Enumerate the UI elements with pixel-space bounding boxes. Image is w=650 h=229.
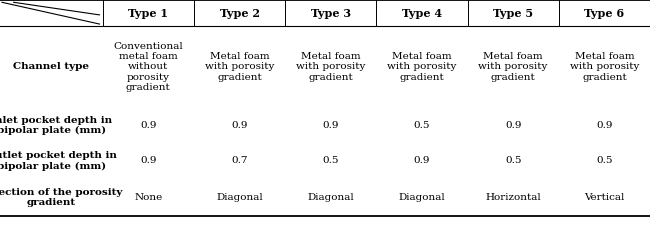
Text: 0.9: 0.9 <box>140 121 157 130</box>
Text: 0.9: 0.9 <box>596 121 613 130</box>
Text: Type 6: Type 6 <box>584 8 625 19</box>
Text: Type 2: Type 2 <box>220 8 259 19</box>
Text: 0.9: 0.9 <box>413 156 430 165</box>
Text: Type 3: Type 3 <box>311 8 351 19</box>
Text: Type 4: Type 4 <box>402 8 442 19</box>
Text: 0.5: 0.5 <box>596 156 613 165</box>
Text: 0.5: 0.5 <box>413 121 430 130</box>
Text: Metal foam
with porosity
gradient: Metal foam with porosity gradient <box>296 52 365 82</box>
Text: Conventional
metal foam
without
porosity
gradient: Conventional metal foam without porosity… <box>114 42 183 92</box>
Text: Metal foam
with porosity
gradient: Metal foam with porosity gradient <box>205 52 274 82</box>
Text: Type 5: Type 5 <box>493 8 533 19</box>
Text: Vertical: Vertical <box>584 193 625 202</box>
Text: Channel type: Channel type <box>14 63 89 71</box>
Text: Diagonal: Diagonal <box>307 193 354 202</box>
Text: Metal foam
with porosity
gradient: Metal foam with porosity gradient <box>478 52 548 82</box>
Text: 0.9: 0.9 <box>140 156 157 165</box>
Text: None: None <box>134 193 162 202</box>
Text: Direction of the porosity
gradient: Direction of the porosity gradient <box>0 188 123 207</box>
Text: 0.5: 0.5 <box>505 156 521 165</box>
Text: Outlet pocket depth in
bipolar plate (mm): Outlet pocket depth in bipolar plate (mm… <box>0 151 117 171</box>
Text: 0.5: 0.5 <box>322 156 339 165</box>
Text: Diagonal: Diagonal <box>216 193 263 202</box>
Text: 0.9: 0.9 <box>505 121 521 130</box>
Text: Horizontal: Horizontal <box>486 193 541 202</box>
Text: 0.9: 0.9 <box>322 121 339 130</box>
Text: Inlet pocket depth in
bipolar plate (mm): Inlet pocket depth in bipolar plate (mm) <box>0 116 112 135</box>
Text: 0.7: 0.7 <box>231 156 248 165</box>
Text: Diagonal: Diagonal <box>398 193 445 202</box>
Text: Type 1: Type 1 <box>128 8 168 19</box>
Text: Metal foam
with porosity
gradient: Metal foam with porosity gradient <box>387 52 457 82</box>
Text: 0.9: 0.9 <box>231 121 248 130</box>
Text: Metal foam
with porosity
gradient: Metal foam with porosity gradient <box>569 52 639 82</box>
